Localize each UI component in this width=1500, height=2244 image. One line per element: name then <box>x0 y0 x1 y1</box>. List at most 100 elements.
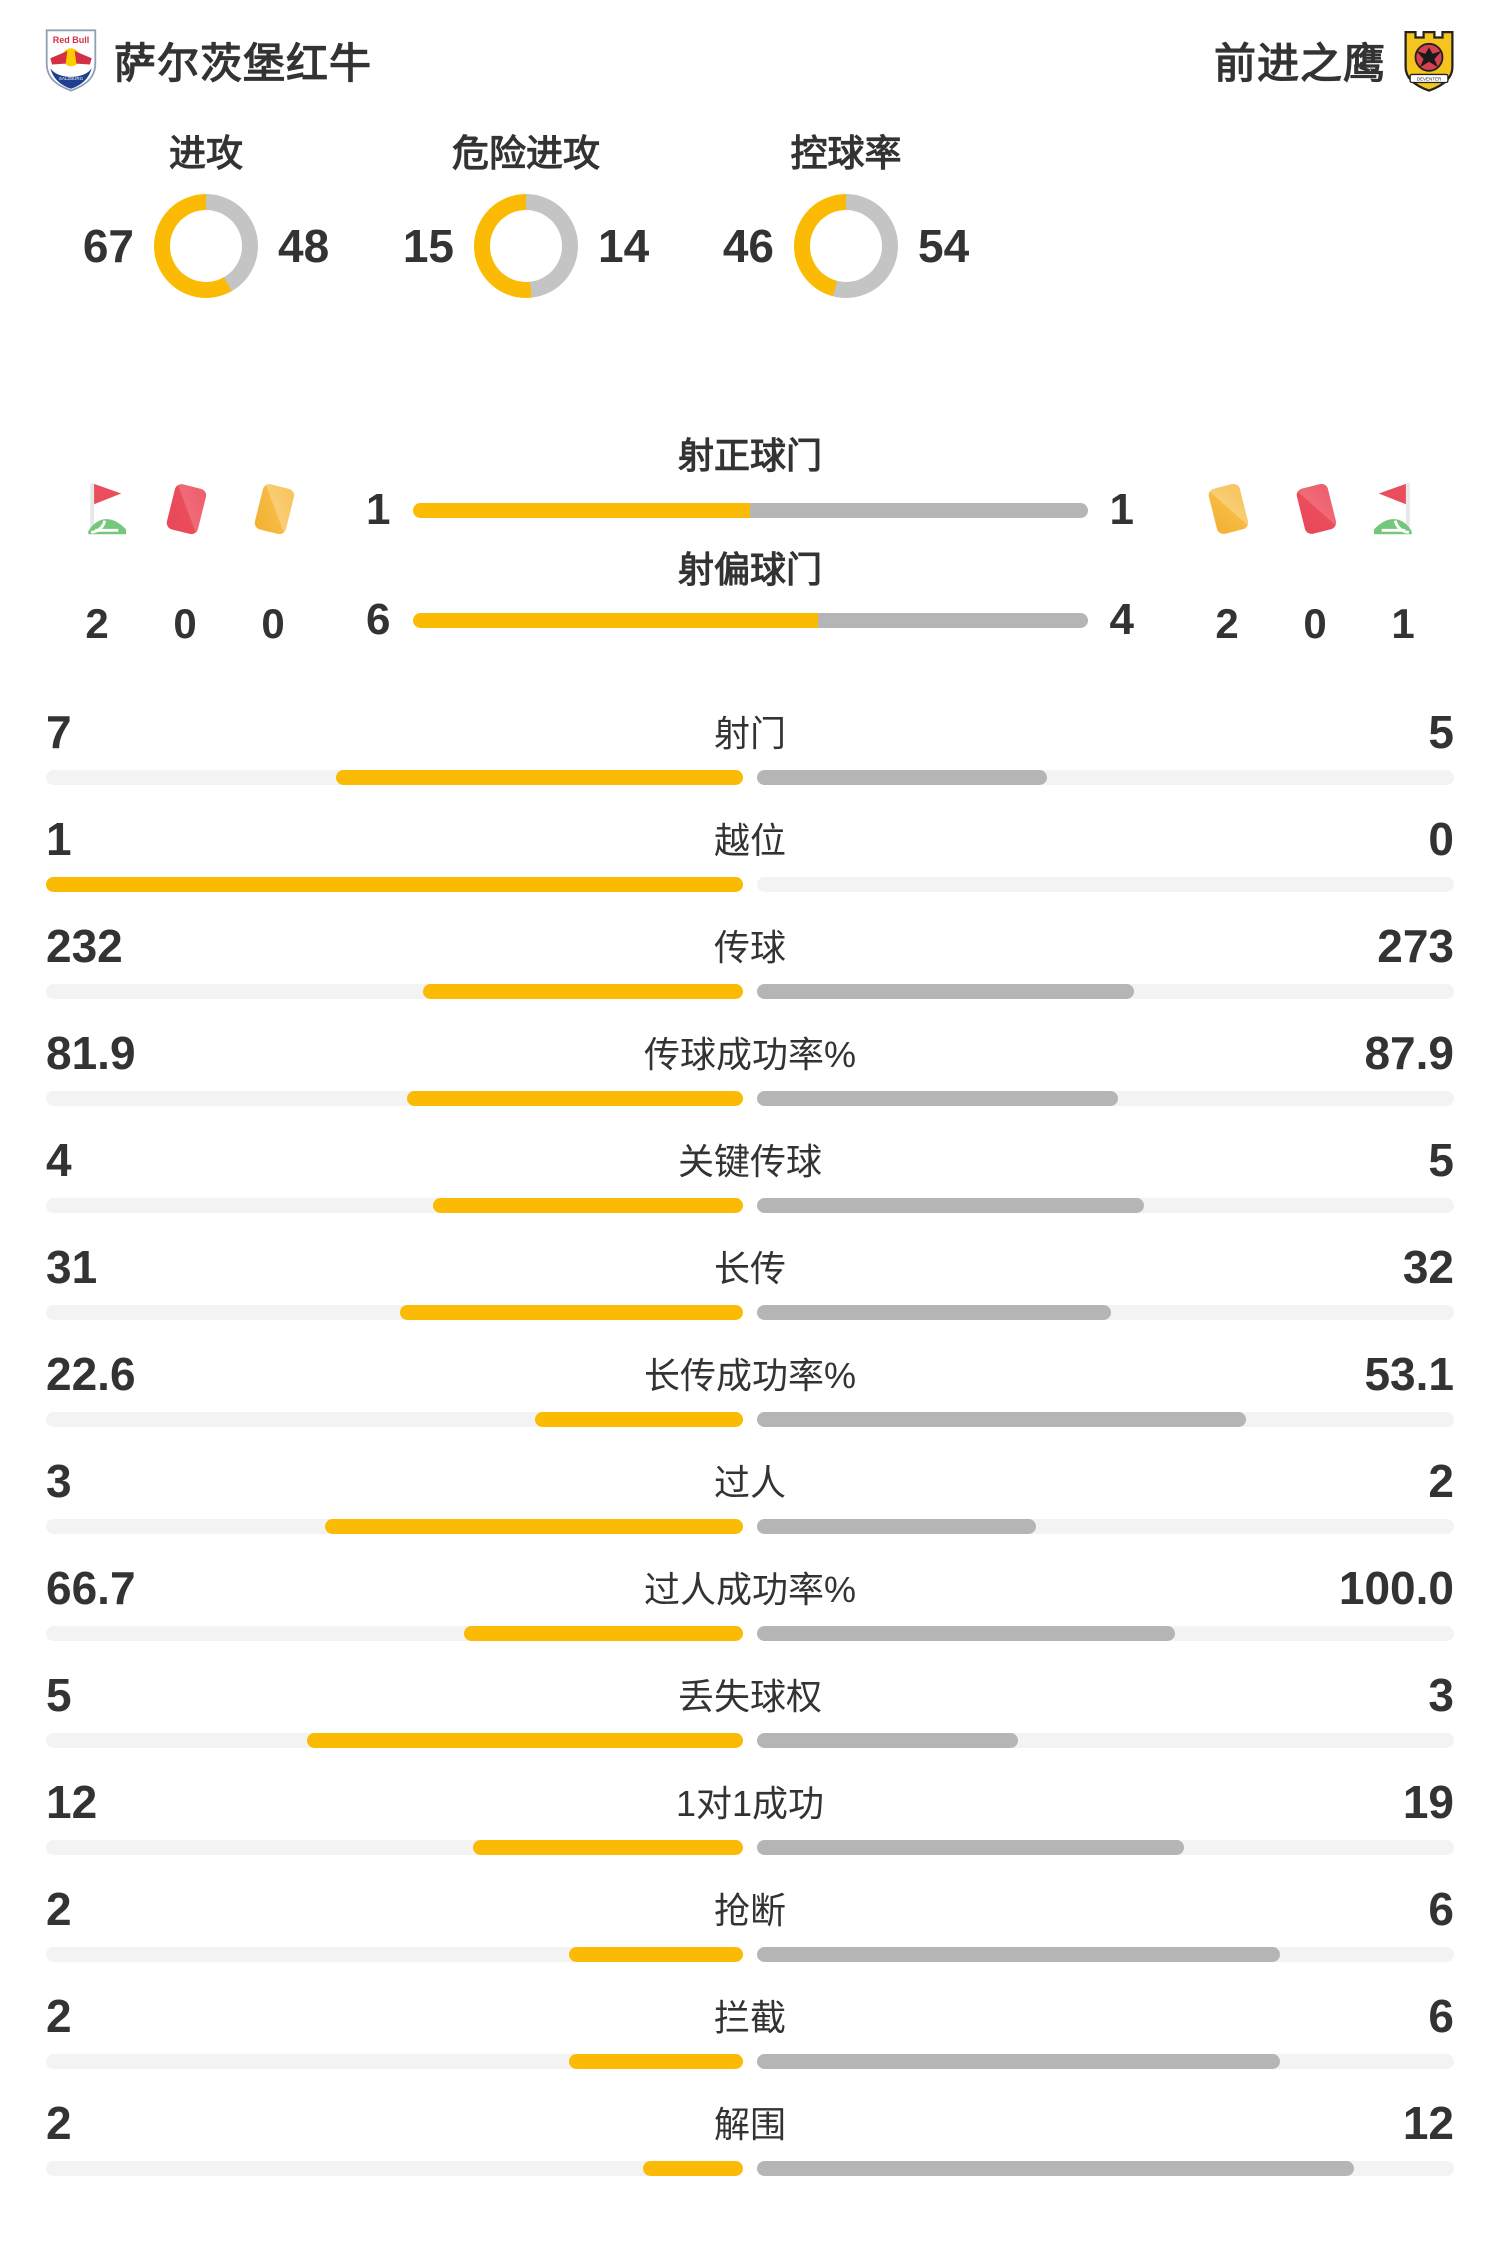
stat-bar-home-fill <box>473 1840 743 1855</box>
corner-flag-icon <box>1372 478 1434 542</box>
stat-row: 2 拦截 6 <box>0 1978 1500 2085</box>
stat-label: 射门 <box>713 713 786 754</box>
home-yellow-cards-value: 0 <box>261 600 285 647</box>
stat-bar-away-track <box>757 1198 1454 1213</box>
home-team-name: 萨尔茨堡红牛 <box>114 39 373 87</box>
stat-away-value: 53.1 <box>1364 1348 1454 1400</box>
stat-bar <box>46 1626 1454 1641</box>
svg-text:DEVENTER: DEVENTER <box>1417 77 1442 82</box>
home-team: Red Bull SALZBURG 萨尔茨堡红牛 <box>44 24 372 96</box>
away-discipline: 2 0 1 <box>1196 478 1434 650</box>
stat-away-value: 5 <box>1428 1134 1454 1186</box>
stat-bar-home-fill <box>464 1626 743 1641</box>
stat-bar <box>46 984 1454 999</box>
stat-bar-home-track <box>46 1091 743 1106</box>
stat-away-value: 273 <box>1377 920 1454 972</box>
stat-bar-home-fill <box>433 1198 743 1213</box>
stat-label: 1对1成功 <box>675 1783 825 1824</box>
donut-ring <box>794 194 898 298</box>
stat-bar-home-track <box>46 1733 743 1748</box>
donut-away-value: 14 <box>598 220 650 272</box>
shots-on-target-home: 1 <box>366 485 391 534</box>
stat-bar-away-track <box>757 2054 1454 2069</box>
stats-list: 7 射门 5 1 越位 0 232 传球 <box>0 694 1500 2192</box>
shots-off-target-away: 4 <box>1109 595 1134 644</box>
donut-chart: 进攻 67 48 <box>56 130 356 298</box>
stat-bar <box>46 1091 1454 1106</box>
stat-home-value: 2 <box>46 1990 72 2042</box>
svg-text:Red Bull: Red Bull <box>53 35 90 45</box>
stat-bar <box>46 1305 1454 1320</box>
donut-chart: 危险进攻 15 14 <box>376 130 676 298</box>
stat-bar-away-track <box>757 1519 1454 1534</box>
stat-label: 关键传球 <box>677 1141 822 1182</box>
donut-home-value: 67 <box>82 220 134 272</box>
stat-bar-away-fill <box>757 984 1134 999</box>
header: Red Bull SALZBURG 萨尔茨堡红牛 前进之鹰 DEVENTER <box>0 0 1500 96</box>
stat-bar-away-fill <box>757 1198 1145 1213</box>
stat-bar-home-track <box>46 1198 743 1213</box>
away-corners-value: 1 <box>1391 600 1415 647</box>
home-team-logo: Red Bull SALZBURG <box>45 29 97 92</box>
stat-away-value: 100.0 <box>1338 1562 1454 1614</box>
stat-away-value: 2 <box>1428 1455 1454 1507</box>
stat-label: 解围 <box>713 2104 786 2145</box>
away-team: 前进之鹰 DEVENTER <box>1214 24 1456 96</box>
stat-home-value: 2 <box>46 2097 72 2149</box>
stat-bar-away-track <box>757 770 1454 785</box>
stat-label: 抢断 <box>713 1890 786 1931</box>
stat-bar <box>46 877 1454 892</box>
stat-home-value: 31 <box>46 1241 98 1293</box>
stat-bar-home-track <box>46 877 743 892</box>
away-yellow-cards-value: 2 <box>1215 600 1239 647</box>
away-team-logo: DEVENTER <box>1404 30 1454 92</box>
donut-title: 进攻 <box>169 133 243 174</box>
shots-on-target-away: 1 <box>1109 485 1134 534</box>
stat-away-value: 19 <box>1402 1776 1454 1828</box>
stat-bar <box>46 2054 1454 2069</box>
stat-home-value: 81.9 <box>46 1027 136 1079</box>
shots-off-target-title: 射偏球门 <box>677 549 822 590</box>
stat-bar <box>46 1947 1454 1962</box>
stat-home-value: 66.7 <box>46 1562 136 1614</box>
stat-row: 1 越位 0 <box>0 801 1500 908</box>
stat-away-value: 32 <box>1402 1241 1454 1293</box>
stat-bar-away-fill <box>757 770 1048 785</box>
stat-bar-home-track <box>46 1412 743 1427</box>
stat-label: 拦截 <box>713 1997 786 2038</box>
stat-bar-home-track <box>46 2054 743 2069</box>
home-discipline: 2 0 0 <box>66 478 304 650</box>
red-card-icon <box>1284 478 1346 542</box>
stat-bar-home-track <box>46 2161 743 2176</box>
yellow-card-icon <box>242 478 304 542</box>
donut-away-value: 48 <box>278 220 330 272</box>
stat-bar-home-fill <box>643 2161 743 2176</box>
stat-home-value: 22.6 <box>46 1348 136 1400</box>
donut-ring <box>474 194 578 298</box>
stat-bar-home-fill <box>568 2054 743 2069</box>
stat-bar-home-fill <box>400 1305 743 1320</box>
stat-home-value: 4 <box>46 1134 72 1186</box>
stat-bar-away-track <box>757 1412 1454 1427</box>
stat-row: 4 关键传球 5 <box>0 1122 1500 1229</box>
stat-bar-away-track <box>757 1947 1454 1962</box>
stat-bar-home-track <box>46 1519 743 1534</box>
stat-bar-home-fill <box>324 1519 743 1534</box>
shots-on-target-row: 1 1 <box>345 478 1156 542</box>
stat-away-value: 6 <box>1428 1990 1454 2042</box>
stat-bar-home-fill <box>307 1733 743 1748</box>
stat-bar-away-fill <box>757 1626 1176 1641</box>
yellow-card-icon <box>1196 478 1258 542</box>
stat-row: 31 长传 32 <box>0 1229 1500 1336</box>
stat-away-value: 12 <box>1402 2097 1454 2149</box>
stat-bar-home-fill <box>422 984 743 999</box>
stat-row: 2 抢断 6 <box>0 1871 1500 1978</box>
shots-off-target-home: 6 <box>366 595 391 644</box>
stat-bar-away-track <box>757 1305 1454 1320</box>
stat-bar-home-fill <box>568 1947 743 1962</box>
stat-row: 232 传球 273 <box>0 908 1500 1015</box>
stat-bar <box>46 770 1454 785</box>
stat-bar-away-fill <box>757 1947 1280 1962</box>
shots-off-target-row: 6 4 <box>345 592 1156 648</box>
